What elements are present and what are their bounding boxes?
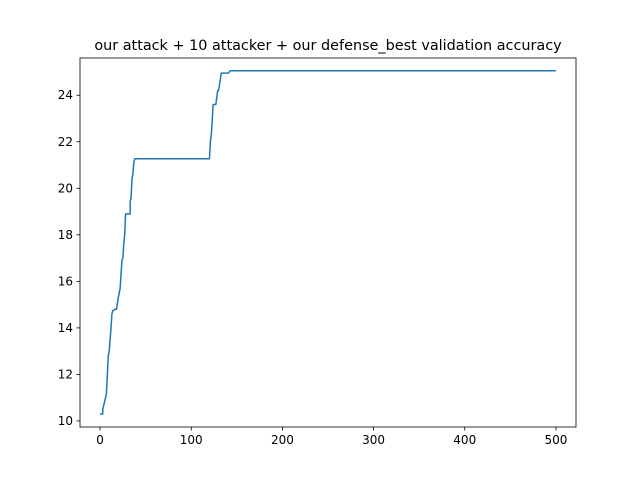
series-line-0 [100, 70, 556, 415]
axes-frame [79, 57, 577, 428]
y-tick-label: 12 [58, 367, 73, 381]
y-tick-label: 16 [58, 274, 73, 288]
chart-title: our attack + 10 attacker + our defense_b… [94, 38, 562, 54]
x-tick-label: 0 [96, 433, 104, 447]
y-tick-label: 20 [58, 181, 73, 195]
y-tick-label: 22 [58, 135, 73, 149]
x-tick-label: 500 [544, 433, 567, 447]
plot-area: 0 100 200 300 400 500 10 12 14 16 18 20 22 24 [58, 57, 577, 447]
y-tick-label: 24 [58, 88, 73, 102]
x-tick-label: 400 [453, 433, 476, 447]
y-tick-label: 14 [58, 321, 73, 335]
y-tick-label: 10 [58, 414, 73, 428]
x-tick-label: 300 [362, 433, 385, 447]
y-tick-label: 18 [58, 228, 73, 242]
x-tick-label: 200 [271, 433, 294, 447]
x-tick-label: 100 [180, 433, 203, 447]
